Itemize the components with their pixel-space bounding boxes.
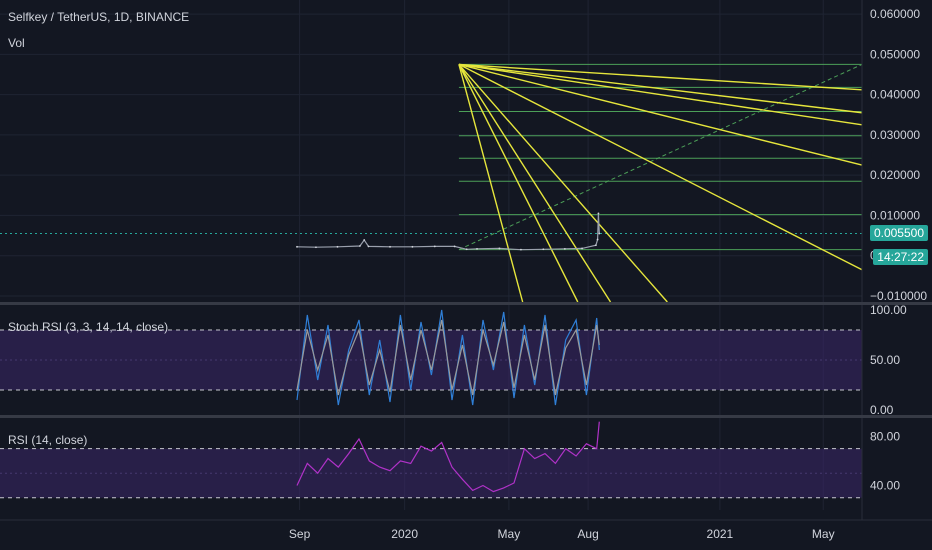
price-point bbox=[358, 245, 361, 247]
fan-line bbox=[458, 64, 612, 303]
y-tick-label: 0.010000 bbox=[870, 208, 920, 222]
stoch-rsi-pane[interactable] bbox=[0, 309, 862, 406]
price-point bbox=[520, 248, 522, 251]
x-tick-label: May bbox=[812, 527, 835, 541]
gann-fan bbox=[458, 63, 863, 303]
price-point bbox=[476, 247, 478, 250]
y-tick-label: −0.010000 bbox=[870, 289, 927, 303]
y-tick-label: 50.00 bbox=[870, 353, 900, 367]
x-axis[interactable]: Sep 2020 May Aug 2021 May bbox=[0, 519, 932, 541]
rsi-title: RSI (14, close) bbox=[8, 433, 88, 447]
price-point bbox=[563, 247, 566, 250]
stoch-d-line bbox=[296, 319, 600, 396]
fan-line bbox=[458, 63, 668, 303]
price-point bbox=[597, 212, 600, 215]
fan-line bbox=[458, 63, 863, 126]
x-tick-label: Aug bbox=[577, 527, 598, 541]
price-point bbox=[433, 245, 436, 248]
y-tick-label: 0.020000 bbox=[870, 168, 920, 182]
price-point bbox=[315, 246, 317, 249]
price-point bbox=[542, 248, 545, 251]
price-point bbox=[465, 248, 468, 251]
price-point bbox=[498, 247, 501, 250]
fan-line bbox=[458, 64, 524, 303]
x-tick-label: May bbox=[498, 527, 521, 541]
fan-line bbox=[458, 64, 579, 303]
price-point bbox=[453, 245, 456, 248]
stoch-k-line bbox=[296, 309, 600, 406]
fan-line bbox=[458, 63, 863, 271]
stoch-rsi-title: Stoch RSI (3, 3, 14, 14, close) bbox=[8, 320, 169, 334]
rsi-line bbox=[296, 421, 600, 493]
y-tick-label: 0.060000 bbox=[870, 7, 920, 21]
price-point bbox=[581, 247, 583, 250]
price-series bbox=[296, 212, 601, 251]
fan-line bbox=[458, 63, 863, 166]
y-tick-label: 0.00 bbox=[870, 403, 894, 417]
main-gridlines bbox=[0, 0, 862, 510]
price-point bbox=[367, 245, 370, 248]
y-tick-label: 0.040000 bbox=[870, 88, 920, 102]
x-tick-label: 2021 bbox=[707, 527, 734, 541]
y-tick-label: 40.00 bbox=[870, 478, 900, 492]
rsi-pane[interactable] bbox=[0, 421, 862, 499]
price-point bbox=[411, 245, 414, 248]
fib-levels bbox=[0, 63, 863, 251]
fan-line bbox=[458, 63, 863, 91]
y-tick-label: 0.050000 bbox=[870, 47, 920, 61]
y-tick-label: 0.030000 bbox=[870, 128, 920, 142]
price-point bbox=[596, 238, 599, 241]
volume-label: Vol bbox=[8, 36, 25, 50]
countdown-tag: 14:27:22 bbox=[873, 248, 928, 265]
price-point bbox=[598, 232, 601, 235]
price-point bbox=[296, 245, 298, 248]
y-tick-label: 100.00 bbox=[870, 303, 907, 317]
price-point bbox=[594, 244, 597, 247]
symbol-title: Selfkey / TetherUS, 1D, BINANCE bbox=[8, 10, 190, 24]
pane-separators bbox=[0, 302, 932, 418]
x-tick-label: Sep bbox=[289, 527, 311, 541]
price-point bbox=[389, 245, 391, 248]
price-point bbox=[336, 245, 339, 248]
fan-diagonal bbox=[458, 63, 863, 251]
x-tick-label: 2020 bbox=[391, 527, 418, 541]
price-point bbox=[363, 239, 366, 241]
last-price-tag: 0.005500 bbox=[869, 224, 928, 241]
fan-line bbox=[458, 63, 863, 114]
y-tick-label: 80.00 bbox=[870, 429, 900, 443]
